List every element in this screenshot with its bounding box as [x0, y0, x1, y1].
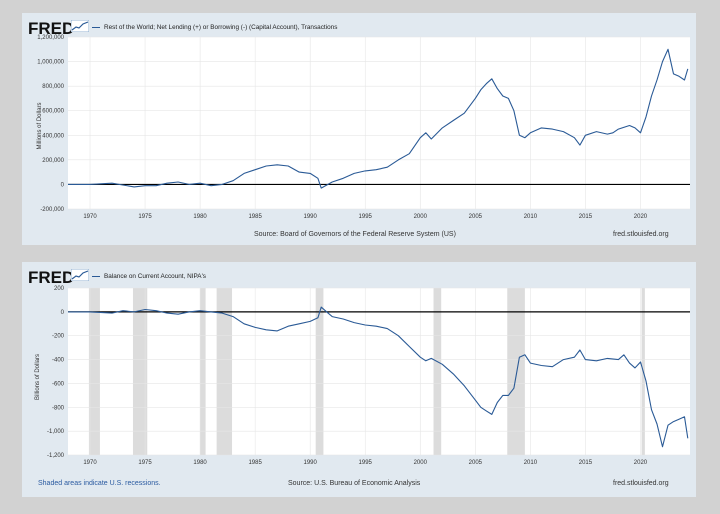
- fred-logo-graph-icon: [71, 20, 89, 32]
- recession-band: [200, 288, 206, 455]
- footer-source: Source: U.S. Bureau of Economic Analysis: [288, 480, 421, 487]
- recession-band: [88, 288, 100, 455]
- legend-series-name: Rest of the World; Net Lending (+) or Bo…: [104, 24, 338, 31]
- y-tick-label: -600: [52, 381, 65, 387]
- x-tick-label: 1970: [83, 460, 97, 466]
- recession-band: [216, 288, 233, 455]
- chart-legend: Rest of the World; Net Lending (+) or Bo…: [92, 24, 337, 31]
- recession-band: [132, 288, 148, 455]
- y-tick-label: 800,000: [42, 84, 64, 90]
- recession-note: Shaded areas indicate U.S. recessions.: [38, 480, 161, 487]
- y-tick-label: 600,000: [42, 109, 64, 115]
- x-tick-label: 1970: [83, 214, 97, 220]
- x-tick-label: 1990: [304, 460, 318, 466]
- legend-swatch: [92, 275, 100, 278]
- x-tick-label: 2015: [579, 460, 593, 466]
- y-tick-label: -200,000: [40, 207, 64, 213]
- fred-logo: FRED: [28, 268, 75, 287]
- y-tick-label: 1,200,000: [37, 35, 64, 41]
- x-tick-label: 2000: [414, 214, 428, 220]
- top-chart-plot: 1,200,000 1,000,000 800,000 600,000 400,000 2…: [37, 35, 690, 220]
- y-tick-label: -800: [52, 405, 65, 411]
- y-tick-label: -400: [52, 358, 65, 364]
- x-tick-label: 1985: [248, 460, 262, 466]
- chart-legend: Balance on Current Account, NIPA's: [92, 273, 206, 280]
- fred-logo-graph-icon: [71, 269, 89, 281]
- x-tick-label: 1980: [193, 460, 207, 466]
- plot-background: [68, 37, 690, 209]
- top-chart-panel: FRED Rest of the World; Net Lending (+) …: [22, 13, 696, 245]
- x-tick-label: 2000: [414, 460, 428, 466]
- fred-logo: FRED: [28, 19, 75, 38]
- legend-swatch: [92, 26, 100, 29]
- x-tick-label: 2020: [634, 214, 648, 220]
- x-tick-label: 2005: [469, 460, 483, 466]
- series-line: [68, 48, 689, 189]
- y-tick-label: 0: [61, 182, 65, 188]
- footer-source: Source: Board of Governors of the Federa…: [254, 231, 456, 238]
- footer-site: fred.stlouisfed.org: [613, 480, 669, 487]
- legend-series-name: Balance on Current Account, NIPA's: [104, 273, 206, 280]
- x-tick-label: 1995: [359, 460, 373, 466]
- x-tick-label: 2020: [634, 460, 648, 466]
- y-tick-label: 200,000: [42, 158, 64, 164]
- y-tick-label: -1,200: [47, 453, 65, 459]
- x-tick-label: 1975: [138, 214, 152, 220]
- recession-band: [507, 288, 525, 455]
- recession-band: [433, 288, 442, 455]
- x-tick-label: 1995: [359, 214, 373, 220]
- y-tick-label: 200: [54, 286, 65, 292]
- y-tick-label: 1,000,000: [37, 60, 64, 66]
- y-tick-label: 0: [61, 310, 65, 316]
- x-tick-label: 2010: [524, 214, 538, 220]
- y-tick-label: -1,000: [47, 429, 65, 435]
- recession-band: [315, 288, 324, 455]
- x-tick-label: 2005: [469, 214, 483, 220]
- series-line: [68, 306, 689, 448]
- y-tick-label: 400,000: [42, 133, 64, 139]
- plot-background: [68, 288, 690, 455]
- bottom-chart-panel: FRED Balance on Current Account, NIPA's …: [22, 262, 696, 497]
- x-tick-label: 1985: [248, 214, 262, 220]
- x-tick-label: 1990: [304, 214, 318, 220]
- footer-site: fred.stlouisfed.org: [613, 231, 669, 238]
- x-tick-label: 2015: [579, 214, 593, 220]
- x-tick-label: 1980: [193, 214, 207, 220]
- y-tick-label: -200: [52, 334, 65, 340]
- x-tick-label: 2010: [524, 460, 538, 466]
- x-tick-label: 1975: [138, 460, 152, 466]
